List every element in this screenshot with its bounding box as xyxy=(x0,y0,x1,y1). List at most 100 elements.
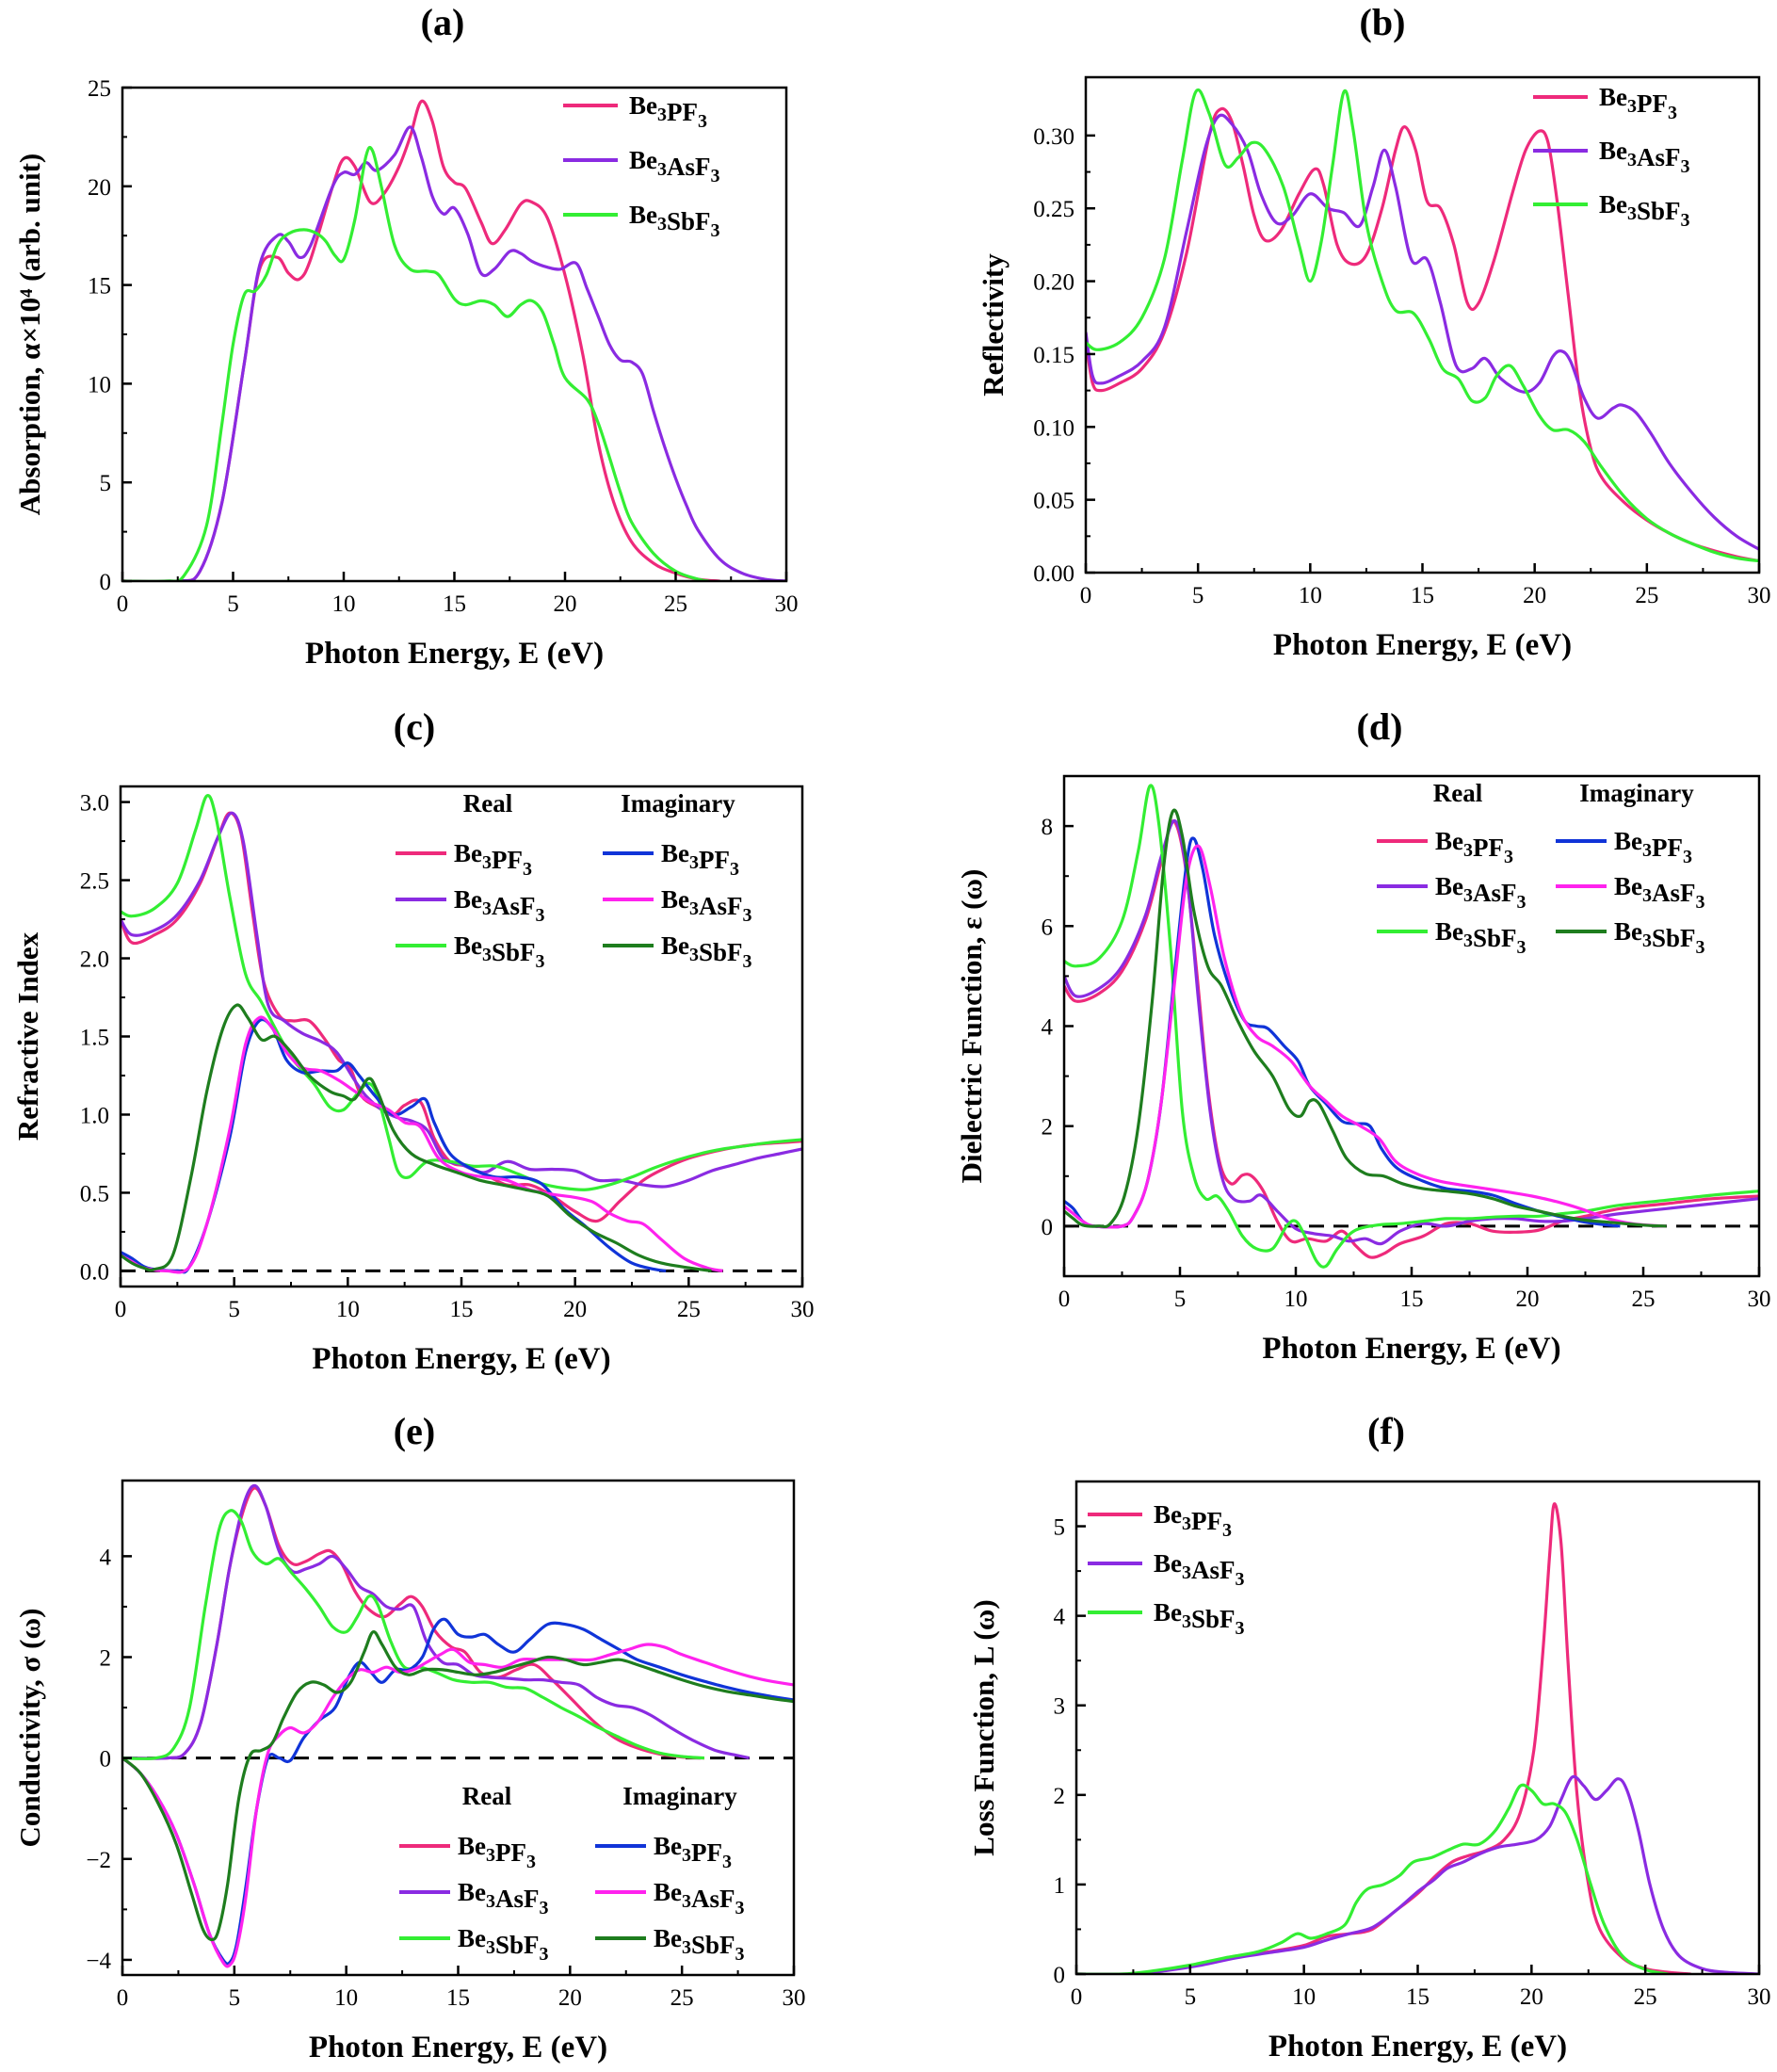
legend-label-real: Be3PF3 xyxy=(1435,827,1513,867)
x-tick-label: 10 xyxy=(336,1297,360,1322)
panel-title: (b) xyxy=(1360,1,1406,43)
x-tick-label: 30 xyxy=(1748,583,1771,608)
series-line-be3asf3-real- xyxy=(122,1483,750,1760)
y-axis-label: Reflectivity xyxy=(977,253,1010,397)
legend-label: Be3AsF3 xyxy=(1599,137,1690,177)
x-tick-label: 0 xyxy=(117,591,129,617)
legend: Real ImaginaryBe3PF3Be3AsF3Be3SbF3Be3PF3B… xyxy=(396,789,752,972)
x-tick-label: 20 xyxy=(1523,583,1546,608)
legend-label: Be3SbF3 xyxy=(629,201,720,241)
series-line-be3asf3-real- xyxy=(121,811,802,1189)
y-tick-label: 5 xyxy=(100,471,112,496)
y-tick-label: 15 xyxy=(88,274,111,299)
y-tick-label: −2 xyxy=(86,1848,111,1873)
series-line-be3sbf3-imaginary- xyxy=(121,1003,712,1272)
y-axis-label: Refractive Index xyxy=(11,931,44,1141)
y-tick-label: 1.0 xyxy=(80,1103,109,1128)
x-tick-label: 5 xyxy=(1192,583,1204,608)
series-line-be3sbf3 xyxy=(122,145,710,581)
y-tick-label: 0.10 xyxy=(1033,415,1074,441)
x-tick-label: 15 xyxy=(1411,583,1434,608)
legend-label-imaginary: Be3PF3 xyxy=(654,1832,732,1872)
legend-label: Be3PF3 xyxy=(1154,1500,1232,1541)
series-line-be3sbf3-real- xyxy=(122,1509,704,1760)
panel-d: (d) 0 5 10 15 20 25 30 0 2 4 6 8 Photon Energy, E (eV… xyxy=(955,705,1771,1366)
x-tick-label: 0 xyxy=(117,1985,129,2011)
x-tick-label: 20 xyxy=(1516,1287,1540,1312)
x-tick-label: 25 xyxy=(664,591,687,617)
series-line-be3sbf3-imaginary- xyxy=(1064,808,1667,1229)
legend-label-imaginary: Be3PF3 xyxy=(661,839,739,880)
x-tick-label: 20 xyxy=(554,591,577,617)
x-tick-label: 5 xyxy=(1185,1984,1197,2010)
x-tick-label: 20 xyxy=(558,1985,582,2011)
x-axis-label: Photon Energy, E (eV) xyxy=(1262,1332,1560,1366)
y-tick-label: 4 xyxy=(100,1545,112,1570)
panel-b: (b) 0 5 10 15 20 25 30 0.00 0.05 0.10 0.15 0.20 0.25 0… xyxy=(977,1,1771,662)
y-tick-label: 6 xyxy=(1042,915,1054,940)
y-tick-label: 0.20 xyxy=(1033,270,1074,296)
legend-label: Be3SbF3 xyxy=(1154,1598,1245,1639)
x-axis-label: Photon Energy, E (eV) xyxy=(312,1342,610,1376)
x-tick-label: 25 xyxy=(1635,583,1658,608)
x-tick-label: 30 xyxy=(1748,1287,1771,1312)
y-tick-label: 0.05 xyxy=(1033,489,1074,514)
legend-label: Be3PF3 xyxy=(1599,83,1677,123)
panel-title: (c) xyxy=(394,705,435,748)
y-tick-label: 0 xyxy=(1054,1963,1066,1988)
y-axis-label: Conductivity, σ (ω) xyxy=(13,1609,46,1848)
y-tick-label: 0.5 xyxy=(80,1181,109,1206)
x-tick-label: 5 xyxy=(1174,1287,1187,1312)
y-tick-label: 8 xyxy=(1042,815,1054,840)
x-tick-label: 10 xyxy=(332,591,356,617)
panel-e: (e) 0 5 10 15 20 25 30 −4 −2 0 2 4 Photon Energy, E (… xyxy=(13,1410,806,2064)
y-tick-label: 0 xyxy=(1042,1215,1054,1240)
x-tick-label: 30 xyxy=(1748,1984,1771,2010)
y-tick-label: 2 xyxy=(1054,1784,1066,1809)
series-line-be3pf3 xyxy=(1086,106,1759,563)
x-tick-label: 25 xyxy=(670,1985,694,2011)
panel-title: (d) xyxy=(1357,705,1403,748)
x-axis-label: Photon Energy, E (eV) xyxy=(1268,2030,1567,2064)
panel-title: (e) xyxy=(394,1410,435,1452)
y-tick-label: 20 xyxy=(88,175,111,201)
legend-header-real: Real xyxy=(463,789,513,817)
y-axis-label: Loss Function, L (ω) xyxy=(967,1599,1000,1855)
x-tick-label: 0 xyxy=(1080,583,1092,608)
legend-header-real: Real xyxy=(1433,779,1483,807)
x-tick-label: 15 xyxy=(1406,1984,1430,2010)
y-tick-label: 4 xyxy=(1054,1605,1066,1630)
y-tick-label: 0.30 xyxy=(1033,124,1074,150)
legend-label-imaginary: Be3AsF3 xyxy=(654,1878,745,1918)
series-line-be3asf3-imaginary- xyxy=(1064,844,1667,1229)
x-tick-label: 5 xyxy=(229,1985,241,2011)
y-tick-label: −4 xyxy=(86,1949,111,1974)
legend-header-imaginary: Imaginary xyxy=(622,1782,737,1810)
legend-label-imaginary: Be3AsF3 xyxy=(661,885,752,926)
panel-title: (a) xyxy=(421,1,465,43)
y-tick-label: 10 xyxy=(88,372,111,397)
x-tick-label: 10 xyxy=(1299,583,1322,608)
series-line-be3pf3-real- xyxy=(122,1486,704,1760)
legend: Real ImaginaryBe3PF3Be3AsF3Be3SbF3Be3PF3B… xyxy=(1377,779,1705,958)
x-axis-label: Photon Energy, E (eV) xyxy=(305,637,604,671)
series-line-be3pf3 xyxy=(122,99,720,581)
x-tick-label: 25 xyxy=(1634,1984,1657,2010)
x-tick-label: 15 xyxy=(450,1297,474,1322)
x-tick-label: 0 xyxy=(1071,1984,1083,2010)
x-tick-label: 15 xyxy=(446,1985,470,2011)
legend-label-imaginary: Be3SbF3 xyxy=(1614,917,1705,958)
legend-header-imaginary: Imaginary xyxy=(1579,779,1694,807)
y-tick-label: 4 xyxy=(1042,1015,1054,1041)
y-tick-label: 1 xyxy=(1054,1873,1066,1899)
series-line-be3asf3 xyxy=(1076,1774,1759,1974)
legend: Real ImaginaryBe3PF3Be3AsF3Be3SbF3Be3PF3B… xyxy=(399,1782,745,1965)
x-tick-label: 5 xyxy=(228,1297,240,1322)
x-tick-label: 10 xyxy=(1292,1984,1316,2010)
x-tick-label: 0 xyxy=(115,1297,127,1322)
x-tick-label: 30 xyxy=(791,1297,815,1322)
x-tick-label: 5 xyxy=(227,591,239,617)
legend-label-real: Be3SbF3 xyxy=(1435,917,1527,958)
y-tick-label: 0.0 xyxy=(80,1259,109,1285)
